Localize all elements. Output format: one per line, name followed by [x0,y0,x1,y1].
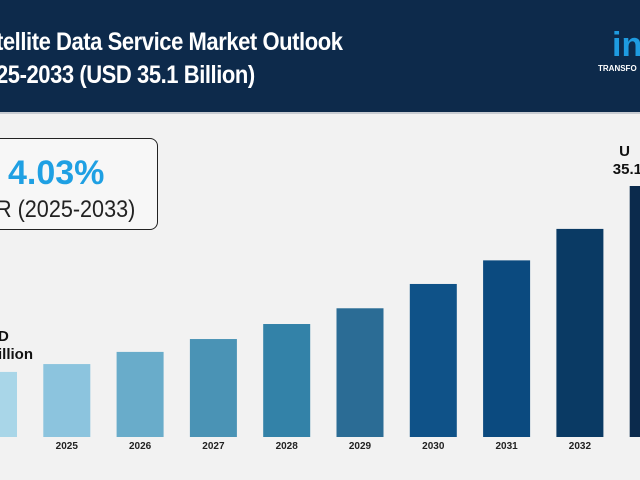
tick-label-2029: 2029 [349,441,372,452]
cagr-value: 4.03% [8,154,105,192]
bar-2029 [336,308,384,437]
bar-2026 [116,351,164,437]
tick-label-2025: 2025 [56,441,79,452]
tick-label-2030: 2030 [422,441,445,452]
title-line-1: tellite Data Service Market Outlook [0,28,343,56]
start-label-line1: D [0,328,9,345]
bar-2032 [556,228,604,437]
bar-2030 [409,283,457,437]
start-label-line2: illion [0,346,33,363]
end-label-line1: U [619,143,630,160]
cagr-box [0,138,158,230]
bar-2024 [0,371,17,437]
bar-2025 [43,364,91,437]
bar-2033 [629,186,640,437]
tick-label-2026: 2026 [129,441,152,452]
logo-tagline: TRANSFO [598,64,637,73]
tick-label-2027: 2027 [202,441,225,452]
logo: in [612,26,640,64]
page-title: tellite Data Service Market Outlook 25-2… [0,26,343,92]
tick-label-2031: 2031 [495,441,518,452]
bar-2027 [189,339,237,437]
title-line-2: 25-2033 (USD 35.1 Billion) [0,61,255,89]
header: tellite Data Service Market Outlook 25-2… [0,0,640,114]
tick-label-2032: 2032 [569,441,592,452]
bar-2031 [483,260,531,437]
end-label-line2: 35.1 [612,161,640,178]
bar-2028 [263,324,311,437]
start-value-label: D illion [0,328,33,364]
tick-label-2028: 2028 [276,441,299,452]
end-value-label: U 35.1 [610,143,640,179]
cagr-label: R (2025-2033) [0,196,136,223]
